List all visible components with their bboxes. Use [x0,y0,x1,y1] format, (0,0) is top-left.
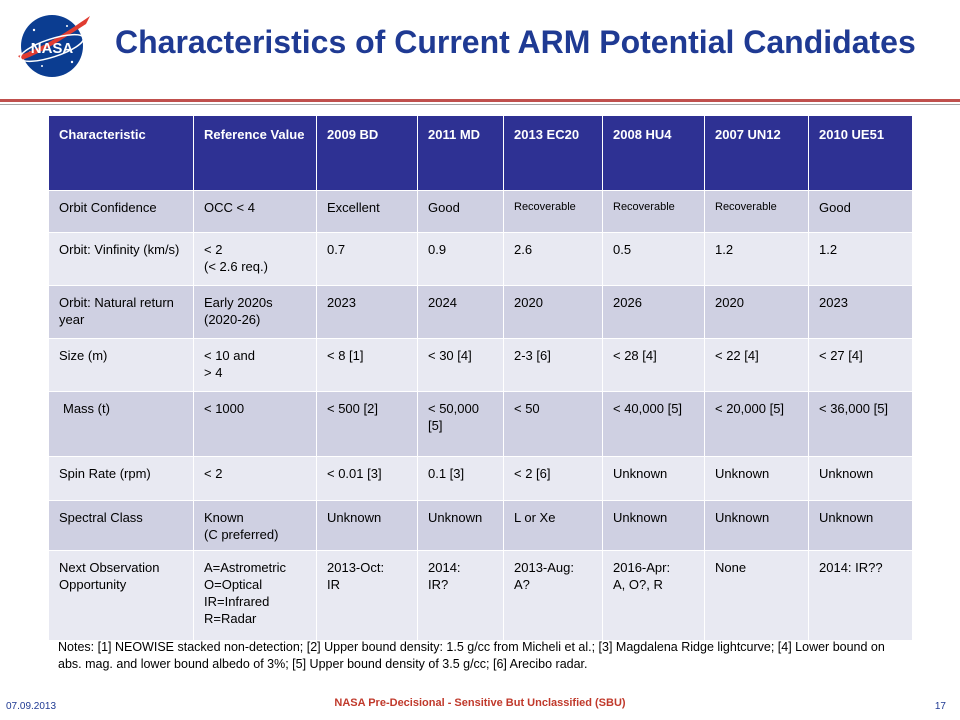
table-cell: 0.9 [417,232,504,286]
table-cell: Next Observation Opportunity [48,550,194,641]
table-cell: 2020 [503,285,603,339]
table-cell: Good [808,190,913,233]
page-title: Characteristics of Current ARM Potential… [115,24,916,60]
table-cell: < 36,000 [5] [808,391,913,457]
table-cell: Recoverable [503,190,603,233]
footnotes: Notes: [1] NEOWISE stacked non-detection… [58,640,885,671]
table-cell: OCC < 4 [193,190,317,233]
table-cell: 2026 [602,285,705,339]
table-cell: < 2 (< 2.6 req.) [193,232,317,286]
table-cell: Spectral Class [48,500,194,551]
table-cell: < 0.01 [3] [316,456,418,501]
header-characteristic: Characteristic [48,115,194,191]
table-cell: < 1000 [193,391,317,457]
table-cell: Spin Rate (rpm) [48,456,194,501]
table-row: Next Observation Opportunity A=Astrometr… [48,550,913,641]
table-row: Spectral Class Known (C preferred) Unkno… [48,500,913,551]
table-cell: Unknown [808,500,913,551]
table-cell: 2013-Oct: IR [316,550,418,641]
table-cell: 1.2 [808,232,913,286]
table-cell: Unknown [704,500,809,551]
table-cell: 2020 [704,285,809,339]
table-cell: < 8 [1] [316,338,418,392]
table-row: Mass (t) < 1000 < 500 [2] < 50,000 [5] <… [48,391,913,457]
table-cell: Unknown [808,456,913,501]
table-cell: < 10 and > 4 [193,338,317,392]
table-cell: < 500 [2] [316,391,418,457]
svg-text:NASA: NASA [31,40,74,57]
table-cell: Unknown [602,500,705,551]
table-row: Orbit: Natural return year Early 2020s (… [48,285,913,339]
table-cell: 2016-Apr: A, O?, R [602,550,705,641]
title-divider-thin [0,104,960,105]
table-cell: Orbit: Vinfinity (km/s) [48,232,194,286]
table-cell: Known (C preferred) [193,500,317,551]
header-2013-ec20: 2013 EC20 [503,115,603,191]
table-cell: < 28 [4] [602,338,705,392]
header-2009-bd: 2009 BD [316,115,418,191]
table-cell: 0.5 [602,232,705,286]
header-reference-value: Reference Value [193,115,317,191]
table-cell: None [704,550,809,641]
table-cell: Mass (t) [48,391,194,457]
header-2010-ue51: 2010 UE51 [808,115,913,191]
table-cell: < 22 [4] [704,338,809,392]
classification-banner: NASA Pre-Decisional - Sensitive But Uncl… [334,697,626,709]
table-cell: 2023 [316,285,418,339]
table-cell: Good [417,190,504,233]
table-row: Spin Rate (rpm) < 2 < 0.01 [3] 0.1 [3] <… [48,456,913,501]
table-cell: 0.7 [316,232,418,286]
candidates-table: Characteristic Reference Value 2009 BD 2… [48,115,913,641]
header-2008-hu4: 2008 HU4 [602,115,705,191]
table-cell: Excellent [316,190,418,233]
table-cell: Early 2020s (2020-26) [193,285,317,339]
table-cell: Recoverable [602,190,705,233]
table-cell: Orbit Confidence [48,190,194,233]
table-cell: 2014: IR? [417,550,504,641]
table-row: Size (m) < 10 and > 4 < 8 [1] < 30 [4] 2… [48,338,913,392]
table-cell: < 40,000 [5] [602,391,705,457]
table-cell: 2023 [808,285,913,339]
table-cell: Unknown [602,456,705,501]
table-cell: < 50,000 [5] [417,391,504,457]
table-cell: Size (m) [48,338,194,392]
table-cell: 0.1 [3] [417,456,504,501]
table-cell: 2014: IR?? [808,550,913,641]
table-row: Orbit: Vinfinity (km/s) < 2 (< 2.6 req.)… [48,232,913,286]
table-cell: 2024 [417,285,504,339]
table-cell: 1.2 [704,232,809,286]
table-cell: < 27 [4] [808,338,913,392]
table-cell: L or Xe [503,500,603,551]
footer-date: 07.09.2013 [6,701,57,712]
nasa-logo: NASA [12,10,94,80]
table-cell: Unknown [704,456,809,501]
page-number: 17 [934,701,946,712]
table-cell: < 30 [4] [417,338,504,392]
table-cell: A=Astrometric O=Optical IR=Infrared R=Ra… [193,550,317,641]
table-cell: 2.6 [503,232,603,286]
table-header-row: Characteristic Reference Value 2009 BD 2… [48,115,913,191]
header-2011-md: 2011 MD [417,115,504,191]
table-cell: Recoverable [704,190,809,233]
table-row: Orbit Confidence OCC < 4 Excellent Good … [48,190,913,233]
title-divider [0,99,960,102]
table-cell: < 2 [193,456,317,501]
table-cell: < 20,000 [5] [704,391,809,457]
table-cell: 2013-Aug: A? [503,550,603,641]
table-cell: Orbit: Natural return year [48,285,194,339]
header-2007-un12: 2007 UN12 [704,115,809,191]
table-cell: < 50 [503,391,603,457]
table-cell: Unknown [316,500,418,551]
table-cell: Unknown [417,500,504,551]
table-cell: < 2 [6] [503,456,603,501]
table-cell: 2-3 [6] [503,338,603,392]
